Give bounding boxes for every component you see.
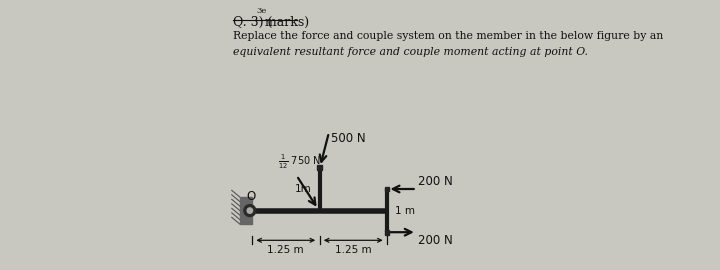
Text: Q. 3) (: Q. 3) ( (233, 16, 273, 29)
Text: 200 N: 200 N (418, 234, 453, 247)
Text: 1m: 1m (295, 184, 312, 194)
Text: marks): marks) (261, 16, 310, 29)
Text: O: O (246, 190, 256, 202)
Text: equivalent resultant force and couple moment acting at point O.: equivalent resultant force and couple mo… (233, 47, 588, 57)
Text: 3e: 3e (257, 7, 267, 15)
Text: 1.25 m: 1.25 m (267, 245, 304, 255)
Text: 500 N: 500 N (331, 132, 366, 145)
Text: 1 m: 1 m (395, 205, 415, 216)
Bar (384, 230, 390, 235)
Bar (384, 187, 390, 191)
Bar (317, 165, 322, 170)
Circle shape (247, 208, 253, 213)
Text: 200 N: 200 N (418, 175, 453, 188)
Circle shape (244, 205, 256, 217)
Bar (240, 197, 252, 224)
Text: $\frac{1}{12}$ 750 N: $\frac{1}{12}$ 750 N (278, 153, 320, 171)
Text: 1.25 m: 1.25 m (335, 245, 372, 255)
Text: Replace the force and couple system on the member in the below figure by an: Replace the force and couple system on t… (233, 31, 663, 41)
